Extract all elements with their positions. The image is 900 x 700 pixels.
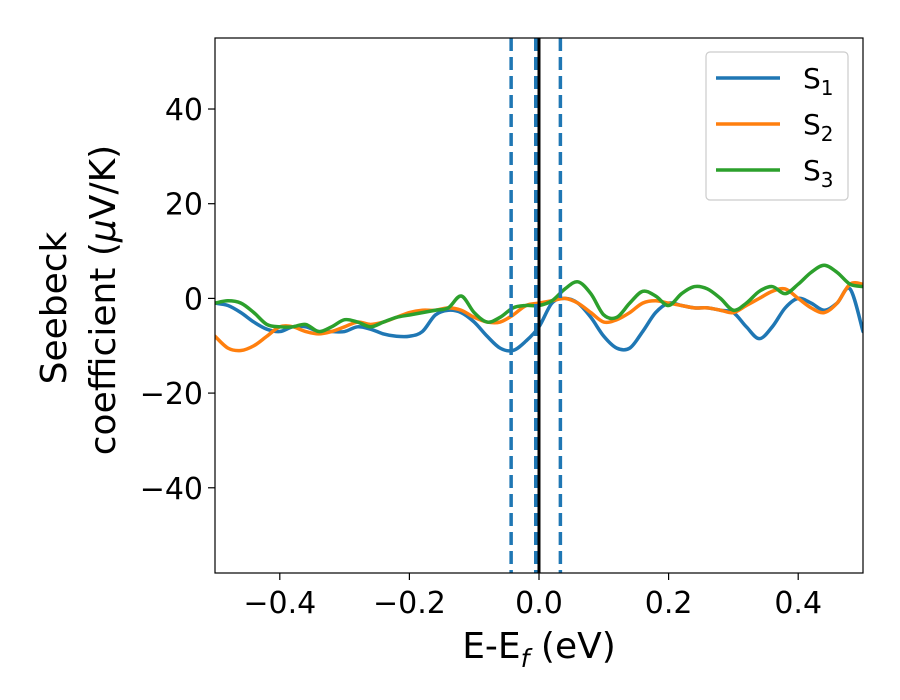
legend: S1 S2 S3: [705, 51, 849, 201]
legend-label-s1: S1: [803, 62, 834, 100]
y-axis-label-line2: coefficient (μV/K): [83, 145, 124, 455]
vline-layer: [509, 38, 563, 573]
y-axis-label-line1: Seebeck: [34, 231, 75, 384]
x-tick-label: 0.0: [515, 586, 563, 621]
y-axis: −40 −20 0 20 40: [140, 93, 215, 507]
x-axis-label: E-Ef (eV): [462, 626, 616, 673]
legend-label-s3: S3: [803, 154, 834, 192]
x-axis: −0.4 −0.2 0.0 0.2 0.4: [243, 573, 822, 621]
y-tick-label: 40: [165, 93, 203, 128]
legend-label-s2: S2: [803, 108, 834, 146]
y-axis-label: Seebeck coefficient (μV/K): [34, 145, 124, 455]
legend-frame: [705, 51, 849, 201]
x-tick-label: −0.4: [243, 586, 316, 621]
x-tick-label: 0.4: [774, 586, 822, 621]
y-tick-label: 20: [165, 188, 203, 223]
y-tick-label: 0: [184, 282, 203, 317]
x-tick-label: −0.2: [373, 586, 446, 621]
y-tick-label: −20: [140, 377, 203, 412]
y-tick-label: −40: [140, 472, 203, 507]
x-tick-label: 0.2: [645, 586, 693, 621]
